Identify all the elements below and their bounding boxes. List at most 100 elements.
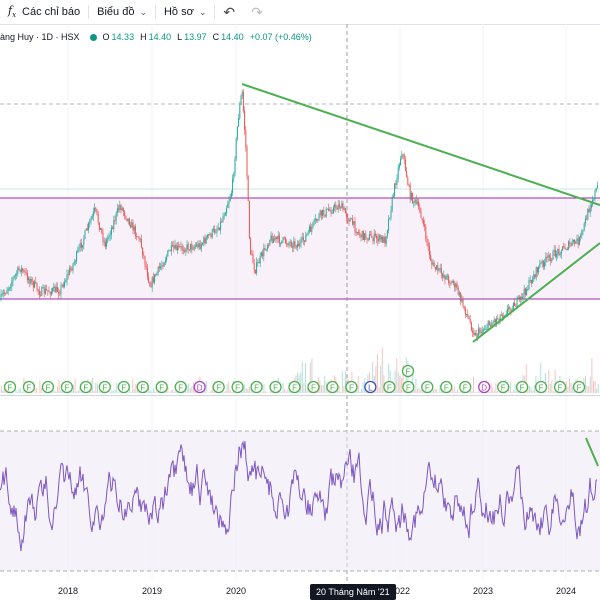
candle-body [139, 238, 141, 240]
candle-body [268, 245, 270, 247]
price-chart[interactable]: F F F F F F F F F F D F F F F F F F F L F F F F F D F F F F FF [0, 24, 600, 600]
volume-bar [97, 384, 98, 393]
volume-bar [111, 390, 113, 393]
candle-body [426, 239, 428, 243]
volume-bar [93, 391, 95, 393]
candle-body [593, 198, 595, 200]
candle-body [217, 227, 219, 230]
top-toolbar: fx Các chỉ báo Biểu đồ ⌄ Hồ sơ ⌄ ↶ ↷ [0, 0, 600, 25]
volume-bar [165, 389, 167, 393]
volume-bar [116, 382, 118, 393]
candle-body [162, 265, 164, 267]
candle-body [289, 241, 291, 243]
candle-body [203, 237, 205, 244]
volume-bar [245, 388, 247, 393]
candle-body [84, 230, 86, 239]
candle-body [340, 207, 342, 209]
candle-body [554, 249, 556, 257]
candle-body [344, 208, 346, 214]
event-marker-label: F [64, 384, 69, 393]
oscillator-band [0, 431, 600, 571]
volume-bar [113, 390, 114, 393]
candle-body [457, 287, 459, 295]
redo-icon[interactable]: ↷ [251, 3, 263, 20]
candle-body [97, 214, 99, 223]
profile-menu-button[interactable]: Hồ sơ ⌄ [156, 0, 214, 24]
candle-body [131, 222, 133, 228]
volume-bar [525, 363, 527, 393]
candle-body [551, 259, 553, 262]
candle-body [1, 293, 3, 295]
candle-body [172, 245, 174, 247]
event-marker-icon [155, 380, 168, 394]
candle-body [420, 211, 422, 219]
candle-body [240, 95, 242, 105]
candle-body [380, 236, 382, 240]
candle-body [72, 263, 74, 271]
event-marker-label: F [216, 384, 221, 393]
candle-body [545, 256, 547, 263]
candle-body [53, 286, 55, 289]
candle-body [281, 240, 283, 244]
low-label: L [177, 32, 183, 42]
chevron-down-icon: ⌄ [198, 6, 207, 17]
symbol-title[interactable]: àng Huy · 1D · HSX [0, 32, 80, 42]
candle-body [570, 244, 572, 246]
volume-bar [362, 382, 364, 393]
candle-body [571, 241, 573, 246]
candle-body [210, 234, 212, 238]
candle-body [86, 228, 88, 230]
volume-bar [241, 391, 242, 393]
event-marker-icon [534, 380, 548, 394]
volume-bar [569, 378, 570, 393]
volume-bar [53, 390, 55, 393]
pane-separator[interactable] [0, 395, 600, 396]
candle-body [124, 211, 126, 216]
candle-body [241, 91, 243, 96]
candle-body [224, 213, 226, 216]
event-marker-icon [421, 380, 434, 394]
candle-body [74, 261, 76, 263]
candle-body [595, 188, 597, 192]
candle-body [514, 302, 516, 307]
volume-bar [17, 391, 18, 393]
candle-body [286, 242, 288, 244]
candle-body [414, 199, 416, 202]
candle-body [112, 227, 114, 230]
candle-body [208, 234, 210, 236]
candle-body [175, 244, 177, 251]
candle-body [319, 210, 321, 215]
volume-bar [594, 381, 596, 393]
event-marker-label: F [311, 384, 316, 393]
candle-body [176, 245, 178, 251]
candle-body [430, 254, 432, 261]
candle-body [560, 250, 562, 255]
volume-bar [148, 386, 150, 393]
candle-body [586, 218, 588, 220]
candle-body [589, 207, 591, 213]
volume-bar [266, 392, 268, 393]
volume-bar [154, 392, 156, 393]
candle-body [494, 319, 496, 323]
undo-icon[interactable]: ↶ [223, 3, 236, 20]
chart-menu-button[interactable]: Biểu đồ ⌄ [89, 0, 155, 24]
event-marker-icon [478, 380, 491, 394]
event-marker-label: F [178, 384, 183, 393]
candle-body [469, 318, 471, 323]
candle-body [96, 209, 98, 215]
volume-bar [242, 389, 244, 393]
candle-body [144, 256, 146, 266]
indicators-button[interactable]: fx Các chỉ báo [0, 0, 88, 24]
grid-lines [67, 24, 567, 580]
volume-bar [431, 392, 433, 393]
volume-bar [457, 389, 458, 393]
candle-body [13, 275, 15, 279]
toolbar-divider [88, 5, 90, 19]
candle-body [170, 245, 172, 252]
volume-bar [418, 387, 420, 393]
volume-bar [132, 379, 134, 393]
volume-bar [493, 390, 495, 393]
candle-body [302, 237, 304, 241]
volume-bar [458, 392, 460, 393]
candle-body [330, 210, 332, 214]
